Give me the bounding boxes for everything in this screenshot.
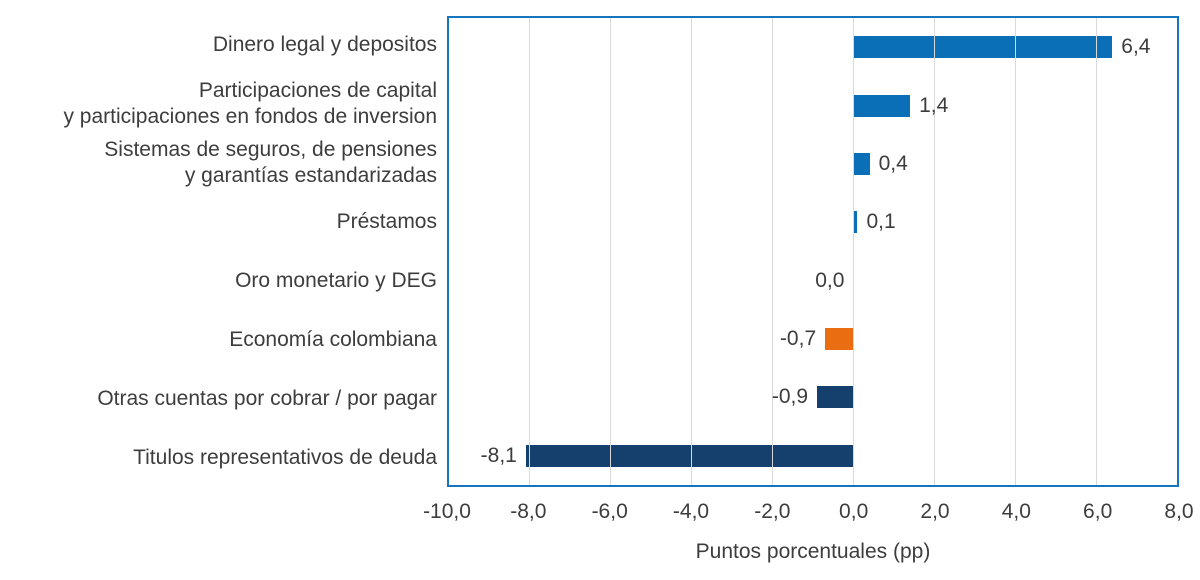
category-label-line: Sistemas de seguros, de pensiones — [104, 138, 437, 162]
category-label: Oro monetario y DEG — [0, 252, 437, 311]
value-label: 1,4 — [919, 93, 949, 117]
bar — [825, 328, 854, 351]
x-tick-label: -8,0 — [510, 500, 547, 523]
gridline — [1014, 18, 1016, 485]
gridline — [610, 18, 612, 485]
value-label: -0,9 — [771, 385, 809, 409]
gridline — [691, 18, 693, 485]
category-label-line: y garantías estandarizadas — [184, 164, 437, 188]
x-tick-label: 6,0 — [1083, 500, 1113, 523]
value-label: 0,1 — [866, 210, 896, 234]
plot-area: 6,4 1,4 0,4 0,1 0,0 -0,7 -0,9 -8,1 — [447, 16, 1179, 487]
gridline — [529, 18, 531, 485]
category-label: Sistemas de seguros, de pensiones y garan… — [0, 134, 437, 193]
category-label: Otras cuentas por cobrar / por pagar — [0, 369, 437, 428]
category-label: Préstamos — [0, 193, 437, 252]
x-tick-label: 8,0 — [1164, 500, 1194, 523]
value-label: -8,1 — [480, 443, 517, 467]
bar — [853, 152, 870, 175]
category-label-line: Economía colombiana — [229, 327, 437, 351]
x-tick-label: -2,0 — [754, 500, 791, 523]
category-labels: Dinero legal y depositos Participaciones … — [0, 16, 437, 487]
x-tick-label: 2,0 — [920, 500, 950, 523]
bar — [853, 36, 1113, 59]
gridline — [933, 18, 935, 485]
category-label: Economía colombiana — [0, 310, 437, 369]
category-label-line: Participaciones de capital — [198, 79, 437, 103]
gridline — [772, 18, 774, 485]
bar — [817, 386, 854, 409]
category-label-line: y participaciones en fondos de inversion — [63, 105, 437, 129]
category-label-line: Otras cuentas por cobrar / por pagar — [97, 386, 437, 410]
category-label: Titulos representativos de deuda — [0, 428, 437, 487]
x-axis-title: Puntos porcentuales (pp) — [695, 540, 931, 563]
x-tick-label: 0,0 — [839, 500, 869, 523]
category-label-line: Oro monetario y DEG — [235, 268, 437, 292]
gridline — [852, 18, 854, 485]
bar — [525, 444, 854, 467]
category-label-line: Titulos representativos de deuda — [133, 445, 437, 469]
value-label: 0,4 — [878, 151, 908, 175]
category-label: Dinero legal y depositos — [0, 16, 437, 75]
bar — [853, 94, 911, 117]
category-label-line: Dinero legal y depositos — [212, 33, 437, 57]
bar — [853, 211, 858, 234]
value-label: 0,0 — [815, 268, 845, 292]
category-label-line: Préstamos — [336, 210, 437, 234]
x-tick-label: -6,0 — [591, 500, 628, 523]
category-label: Participaciones de capital y participacio… — [0, 75, 437, 134]
x-axis-ticks: -10,0 -8,0 -6,0 -4,0 -2,0 0,0 2,0 4,0 6,0 8,0 — [423, 500, 1194, 528]
x-tick-label: -10,0 — [423, 500, 471, 523]
value-label: -0,7 — [779, 327, 817, 351]
x-tick-label: -4,0 — [672, 500, 710, 523]
value-label: 6,4 — [1121, 35, 1151, 59]
gridline — [1095, 18, 1097, 485]
x-tick-label: 4,0 — [1001, 500, 1031, 523]
